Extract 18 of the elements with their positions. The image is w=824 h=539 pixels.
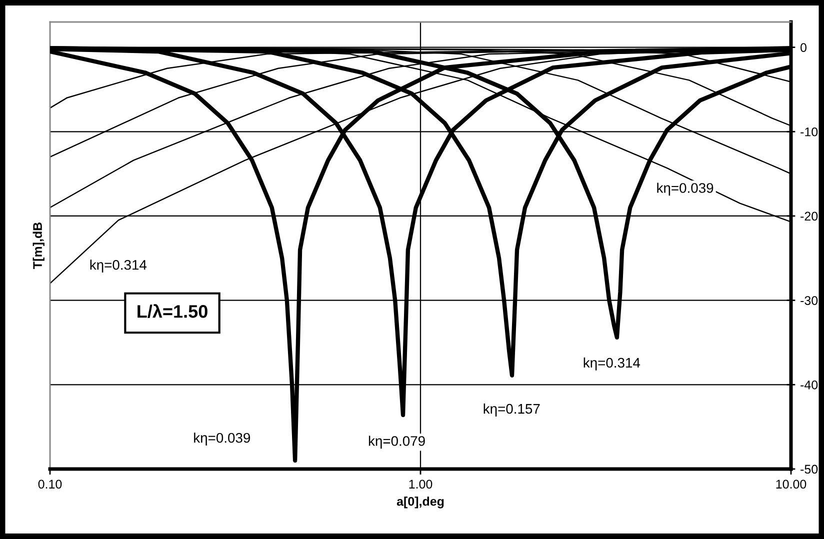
y-tick-label: 0	[800, 43, 806, 52]
x-tick-label: 0.10	[38, 480, 62, 489]
y-tick-label: -50	[800, 464, 818, 474]
x-axis-title: a[0],deg	[396, 496, 444, 508]
x-tick-label: 10.00	[776, 480, 806, 489]
annotation: kη=0.079	[368, 436, 425, 449]
y-tick-label: -30	[800, 296, 818, 305]
y-tick-label: -40	[800, 380, 818, 390]
annotation: kη=0.314	[90, 260, 147, 273]
y-tick-label: -10	[800, 127, 818, 136]
annotation: kη=0.039	[194, 432, 250, 446]
annotation: kη=0.314	[584, 357, 640, 370]
y-tick-label: -20	[800, 212, 818, 221]
y-axis-title: T[m],dB	[32, 222, 44, 269]
x-tick-label: 1.00	[409, 480, 432, 489]
annotation: kη=0.157	[484, 404, 540, 416]
annotation: L/λ=1.50	[138, 304, 208, 318]
annotation: kη=0.039	[657, 182, 714, 196]
